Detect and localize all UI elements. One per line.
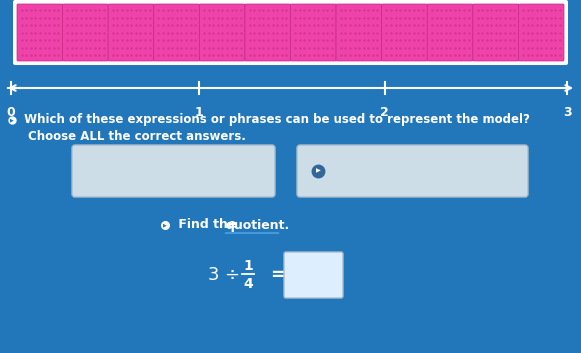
- FancyBboxPatch shape: [63, 4, 108, 61]
- Text: 2: 2: [381, 106, 389, 119]
- Text: 1: 1: [243, 259, 253, 273]
- Text: Which of these expressions or phrases can be used to represent the model?: Which of these expressions or phrases ca…: [20, 114, 530, 126]
- FancyBboxPatch shape: [13, 0, 568, 65]
- Text: =: =: [270, 266, 285, 284]
- FancyBboxPatch shape: [245, 4, 290, 61]
- FancyBboxPatch shape: [382, 4, 427, 61]
- Text: ?: ?: [309, 266, 318, 284]
- Text: $3\,\div$: $3\,\div$: [125, 162, 162, 180]
- FancyBboxPatch shape: [154, 4, 199, 61]
- Text: 4: 4: [243, 277, 253, 291]
- FancyBboxPatch shape: [284, 252, 343, 298]
- Text: 4: 4: [166, 174, 177, 189]
- FancyBboxPatch shape: [72, 145, 275, 197]
- Text: 3: 3: [563, 106, 572, 119]
- Text: ▶: ▶: [315, 168, 320, 174]
- Text: 0: 0: [6, 106, 15, 119]
- FancyBboxPatch shape: [427, 4, 473, 61]
- FancyBboxPatch shape: [297, 145, 528, 197]
- Text: ▶: ▶: [10, 118, 14, 122]
- Text: ▶: ▶: [163, 222, 167, 227]
- FancyBboxPatch shape: [336, 4, 382, 61]
- FancyBboxPatch shape: [290, 4, 336, 61]
- Text: Find the: Find the: [174, 219, 241, 232]
- FancyBboxPatch shape: [108, 4, 154, 61]
- Text: 1: 1: [195, 106, 203, 119]
- Text: $3\,\div$: $3\,\div$: [207, 266, 240, 284]
- FancyBboxPatch shape: [473, 4, 518, 61]
- FancyBboxPatch shape: [518, 4, 564, 61]
- Text: 1: 1: [166, 156, 177, 170]
- Text: quotient.: quotient.: [226, 219, 290, 232]
- FancyBboxPatch shape: [17, 4, 63, 61]
- Text: Choose ALL the correct answers.: Choose ALL the correct answers.: [28, 130, 246, 143]
- Text: number of fourths in 3: number of fourths in 3: [332, 164, 490, 178]
- FancyBboxPatch shape: [199, 4, 245, 61]
